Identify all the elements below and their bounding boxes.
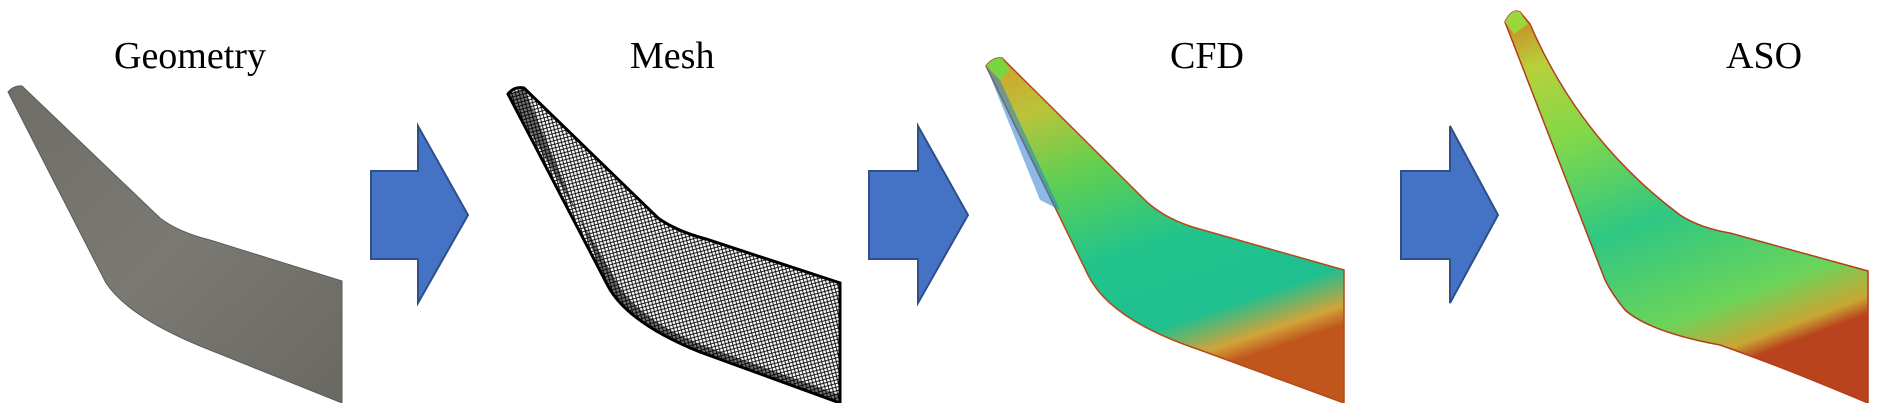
title-cfd: CFD <box>1170 35 1244 77</box>
geometry-wing-shape <box>7 85 343 403</box>
arrow-3 <box>1400 125 1500 304</box>
mesh-wing-shape <box>506 86 842 403</box>
arrow-2 <box>868 122 970 307</box>
cfd-wing-shape <box>985 57 1345 403</box>
title-aso: ASO <box>1726 35 1803 77</box>
arrow-1 <box>370 122 470 307</box>
title-geometry: Geometry <box>114 35 266 77</box>
aso-wing-shape <box>1504 10 1869 403</box>
title-mesh: Mesh <box>630 35 715 77</box>
